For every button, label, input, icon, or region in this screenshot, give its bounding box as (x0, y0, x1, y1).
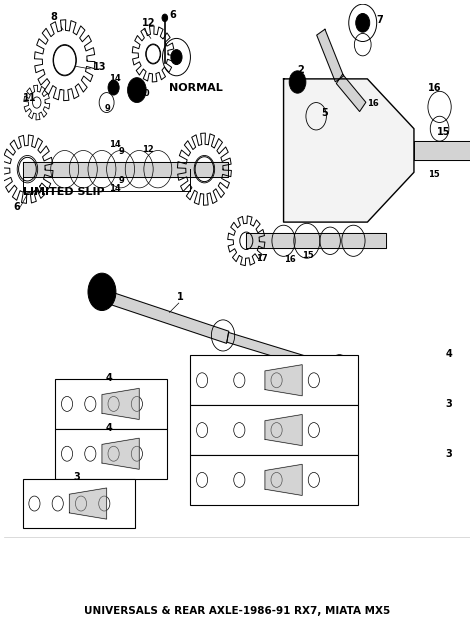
Bar (191, 355, 358, 405)
Text: 4: 4 (106, 373, 112, 383)
Text: 14: 14 (109, 184, 121, 193)
Circle shape (162, 14, 168, 21)
Text: 3: 3 (73, 473, 80, 482)
Polygon shape (337, 74, 366, 112)
Text: 2: 2 (298, 64, 304, 74)
Polygon shape (102, 438, 139, 469)
Text: 4: 4 (106, 423, 112, 433)
Text: 14: 14 (109, 140, 121, 150)
Text: 6: 6 (170, 10, 176, 20)
Circle shape (88, 273, 116, 310)
Polygon shape (69, 488, 107, 519)
Circle shape (108, 80, 119, 95)
Polygon shape (102, 388, 139, 420)
Bar (55, 379, 167, 429)
Circle shape (128, 78, 146, 103)
Polygon shape (265, 464, 302, 495)
Bar (23, 479, 135, 528)
Text: 10: 10 (138, 90, 150, 98)
Text: 3: 3 (446, 449, 452, 459)
Text: 15: 15 (428, 170, 440, 179)
Text: 12: 12 (142, 18, 155, 28)
Text: 3: 3 (446, 399, 452, 409)
Text: 12: 12 (142, 145, 153, 155)
Text: 15: 15 (302, 251, 314, 260)
Circle shape (289, 71, 306, 93)
Polygon shape (414, 141, 470, 160)
Text: 15: 15 (437, 127, 451, 137)
Text: 5: 5 (321, 109, 328, 118)
Text: NORMAL: NORMAL (170, 83, 223, 93)
Text: 14: 14 (109, 74, 121, 83)
Polygon shape (283, 79, 414, 222)
Text: 16: 16 (283, 255, 295, 264)
Polygon shape (317, 29, 344, 82)
Polygon shape (246, 233, 386, 248)
Bar (191, 405, 358, 455)
Bar (55, 429, 167, 479)
Text: 17: 17 (255, 254, 267, 262)
Polygon shape (265, 415, 302, 445)
Polygon shape (23, 162, 228, 177)
Text: 9: 9 (118, 177, 124, 186)
Circle shape (171, 50, 182, 64)
Text: 4: 4 (446, 349, 452, 359)
Text: 9: 9 (118, 146, 124, 156)
Text: 16: 16 (428, 83, 441, 93)
Text: 16: 16 (367, 99, 379, 109)
Polygon shape (96, 288, 229, 343)
Circle shape (356, 13, 370, 32)
Polygon shape (227, 333, 340, 377)
Text: 6: 6 (13, 202, 20, 211)
Text: 7: 7 (377, 15, 383, 25)
Text: 13: 13 (92, 62, 106, 71)
Bar (191, 455, 358, 505)
Text: 1: 1 (176, 292, 183, 302)
Text: UNIVERSALS & REAR AXLE-1986-91 RX7, MIATA MX5: UNIVERSALS & REAR AXLE-1986-91 RX7, MIAT… (84, 606, 390, 616)
Text: 11: 11 (23, 93, 36, 103)
Text: LIMITED SLIP: LIMITED SLIP (23, 187, 104, 198)
Text: 8: 8 (51, 12, 63, 30)
Circle shape (328, 355, 351, 386)
Text: 9: 9 (104, 104, 110, 114)
Polygon shape (265, 365, 302, 396)
